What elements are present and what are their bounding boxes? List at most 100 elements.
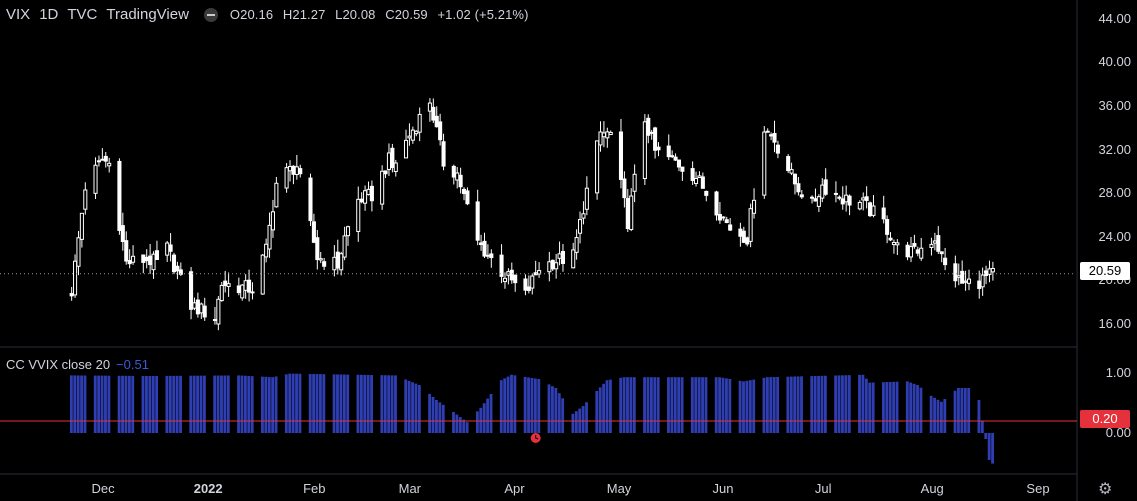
candle-body [601, 132, 606, 138]
candle-body [247, 279, 252, 293]
candle-body [363, 190, 368, 204]
candle-body [885, 219, 890, 235]
candle-body [868, 202, 873, 217]
candle-body [260, 254, 265, 295]
candle-body [820, 184, 825, 199]
histogram-bar [571, 413, 575, 433]
x-tick-label: Feb [303, 481, 326, 496]
candle-body [700, 176, 705, 189]
histogram-bar [196, 375, 199, 433]
candle-body [120, 225, 125, 242]
candle-body [608, 131, 613, 136]
candle-body [598, 131, 603, 146]
candle-body [311, 221, 316, 243]
histogram-bar [963, 388, 967, 433]
candle-body [537, 270, 542, 275]
histogram-bar [407, 380, 411, 433]
candle-body [816, 196, 821, 207]
histogram-bar [721, 377, 725, 433]
histogram-bar [192, 375, 196, 433]
histogram-bar [203, 375, 206, 433]
candle-body [653, 127, 658, 151]
histogram-bar [155, 375, 159, 433]
candle-body [799, 194, 804, 198]
histogram-bar [148, 376, 152, 433]
candle-body [192, 302, 197, 309]
histogram-bar [291, 373, 295, 433]
histogram-bar [216, 375, 220, 433]
histogram-bar [673, 377, 677, 433]
candle-body [547, 261, 552, 273]
histogram-bar [776, 376, 780, 433]
histogram-bar [888, 381, 892, 433]
candle-body [765, 130, 770, 133]
histogram-bar [390, 375, 394, 433]
histogram-bar [980, 421, 984, 433]
interval-label[interactable]: 1D [39, 6, 59, 23]
histogram-bar [909, 382, 913, 433]
histogram-bar [653, 377, 657, 433]
histogram-bar [513, 375, 517, 433]
histogram-bar [319, 374, 322, 433]
histogram-bar [619, 377, 623, 433]
candle-body [963, 280, 968, 283]
symbol-label[interactable]: VIX [6, 6, 31, 23]
histogram-bar [939, 401, 943, 433]
candle-body [417, 113, 422, 133]
histogram-bar [881, 382, 885, 433]
candle-body [526, 286, 531, 291]
eye-hidden-icon[interactable] [203, 7, 218, 22]
alert-clock-hands [535, 435, 539, 440]
candle-body [318, 258, 323, 261]
candle-body [891, 241, 896, 246]
candle-body [577, 219, 583, 234]
candle-body [356, 198, 361, 232]
histogram-bar [626, 377, 629, 433]
candle-body [202, 305, 207, 318]
candle-body [595, 140, 600, 194]
y-tick-label: 36.00 [1098, 97, 1131, 113]
histogram-bar [748, 380, 752, 433]
histogram-bar [885, 382, 889, 433]
histogram-bar [127, 375, 131, 433]
histogram-bar [598, 387, 602, 433]
indicator-legend[interactable]: CC VVIX close 20 −0.51 [6, 357, 149, 372]
histogram-bar [168, 375, 172, 433]
histogram-bar [602, 383, 606, 433]
histogram-bar [793, 376, 797, 433]
histogram-bar [547, 384, 551, 433]
histogram-bar [83, 375, 87, 433]
x-tick-label: Apr [504, 481, 525, 496]
histogram-bar [336, 374, 339, 433]
histogram-bar [622, 377, 626, 433]
histogram-bar [104, 375, 107, 433]
candle-body [871, 205, 876, 216]
histogram-bar [465, 422, 469, 433]
candle-body [195, 299, 200, 315]
candle-body [823, 179, 828, 195]
candle-body [574, 237, 579, 253]
histogram-bar [834, 375, 838, 433]
histogram-bar [312, 374, 316, 433]
histogram-bar [561, 398, 565, 433]
candle-body [680, 166, 685, 172]
candle-body [127, 260, 132, 265]
settings-gear-icon[interactable]: ⚙ [1098, 481, 1113, 498]
histogram-bar [967, 388, 971, 433]
candle-body [393, 162, 398, 172]
histogram-bar [145, 375, 148, 433]
histogram-bar [871, 382, 875, 433]
histogram-bar [462, 419, 466, 433]
candle-body [274, 182, 279, 208]
histogram-bar [452, 412, 455, 433]
histogram-bar [817, 375, 820, 433]
candle-body [485, 254, 490, 257]
histogram-bar [960, 388, 964, 433]
histogram-bar [769, 377, 773, 433]
low-value: L20.08 [335, 7, 376, 22]
histogram-bar [905, 381, 909, 433]
candle-body [212, 319, 217, 322]
histogram-bar [80, 375, 83, 433]
histogram-bar [387, 375, 391, 433]
